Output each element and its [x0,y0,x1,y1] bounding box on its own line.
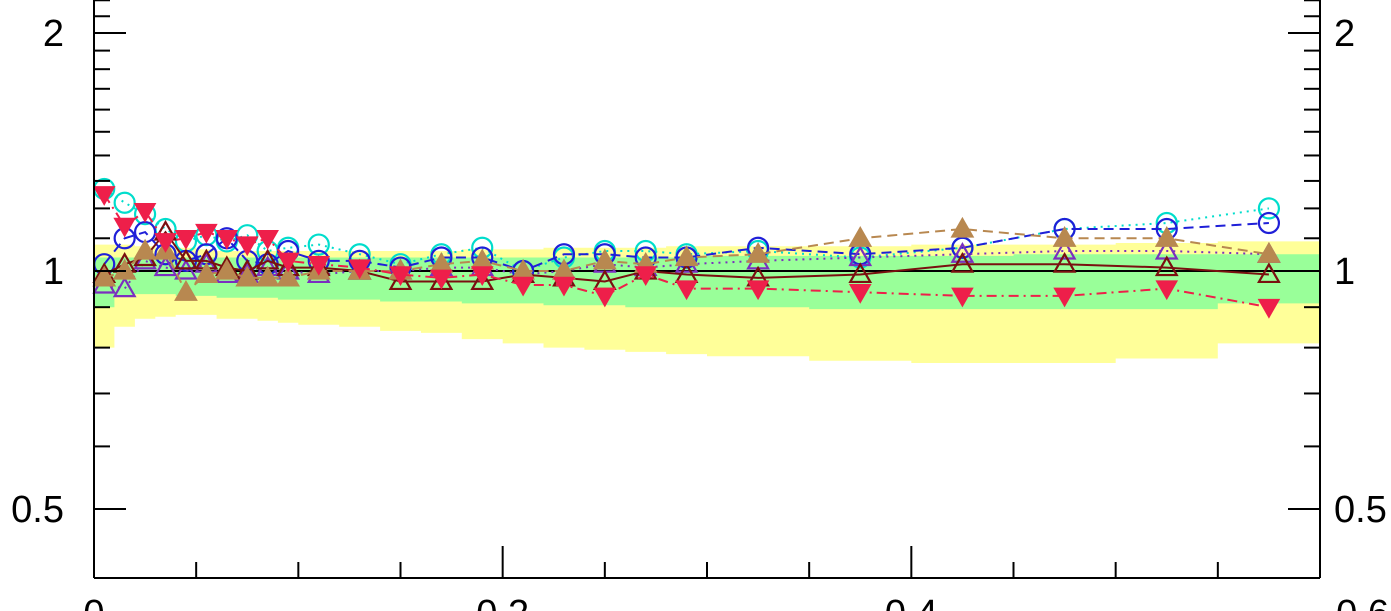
series-5-point-22 [951,287,974,308]
series-4-point-19 [674,245,699,267]
series-layer [92,177,1281,319]
series-5-point-1 [113,217,136,238]
series-4-point-4 [174,280,198,301]
series-4-point-21 [848,226,873,247]
series-3-point-23 [1052,251,1077,273]
series-5 [92,186,1281,319]
series-5-point-16 [552,276,576,297]
series-0-line [103,188,1270,273]
series-4-point-23 [1052,226,1077,247]
series-5-point-21 [848,283,872,304]
series-4-point-2 [133,238,157,260]
series-3-line [103,230,1269,283]
y-tick-label-right-0: 0.5 [1334,489,1387,531]
series-5-point-20 [746,280,770,301]
series-0-point-1 [113,191,136,214]
series-4-point-5 [194,262,219,284]
series-2-point-22 [950,242,975,263]
series-2-point-1 [112,276,137,298]
series-3-point-24 [1154,255,1179,277]
x-tick-label-3: 0.6 [1336,593,1389,611]
series-4-point-17 [592,248,617,270]
series-1-line [103,222,1269,273]
series-1-point-22 [951,236,974,259]
series-3-point-4 [174,248,198,270]
series-5-point-6 [215,230,239,250]
series-5-point-9 [276,252,300,273]
series-4-point-24 [1154,226,1179,247]
plot-frame [93,0,1321,579]
series-2-point-3 [153,255,178,277]
series-5-point-24 [1155,280,1179,301]
series-5-point-15 [511,276,535,297]
series-4-point-20 [746,242,770,263]
series-4-point-9 [276,265,301,287]
series-5-point-23 [1053,287,1076,308]
series-5-point-13 [430,269,453,290]
series-1-point-25 [1257,211,1281,235]
series-3-point-14 [470,269,495,291]
series-4-point-8 [255,265,280,287]
tick-labels: 0.5 0.5 1 1 2 2 0 0.2 0.4 0.6 [11,13,1389,611]
x-tick-label-2: 0.4 [885,593,938,611]
series-0-point-10 [307,233,330,256]
series-5-point-7 [235,236,259,257]
y-tick-label-right-1: 1 [1334,251,1355,293]
y-tick-label-left-2: 2 [43,13,64,55]
series-4-point-22 [950,216,975,238]
y-tick-label-left-1: 1 [43,251,64,293]
uncertainty-bands [94,241,1320,363]
series-2-line [104,250,1269,290]
series-5-point-8 [256,230,279,250]
series-4-point-6 [214,258,239,280]
series-5-point-12 [389,266,412,286]
series-3-point-25 [1257,262,1281,284]
series-5-point-19 [675,280,698,301]
series-5-point-18 [634,266,657,286]
series-5-point-11 [348,259,371,280]
y-tick-label-left-0: 0.5 [11,489,64,531]
series-2-point-23 [1052,238,1077,260]
y-tick-label-right-2: 2 [1334,13,1355,55]
x-tick-label-0: 0 [83,593,104,611]
series-5-point-2 [133,203,157,223]
series-0-point-25 [1257,197,1281,220]
x-tick-label-1: 0.2 [476,593,529,611]
series-5-point-14 [470,266,494,286]
series-5-point-10 [307,255,331,276]
series-5-point-3 [154,233,177,253]
series-5-point-25 [1257,298,1281,319]
series-4-point-7 [235,265,260,287]
series-4-point-0 [92,265,117,287]
series-5-point-5 [195,223,218,244]
series-5-point-4 [174,230,198,250]
series-2-point-4 [174,258,198,280]
series-4-point-1 [112,258,137,280]
series-3-point-12 [388,269,413,291]
series-5-point-17 [593,287,617,308]
series-5-point-0 [92,186,116,206]
series-3-point-21 [848,262,873,284]
series-4-point-25 [1257,242,1281,263]
series-3-point-22 [950,251,975,273]
